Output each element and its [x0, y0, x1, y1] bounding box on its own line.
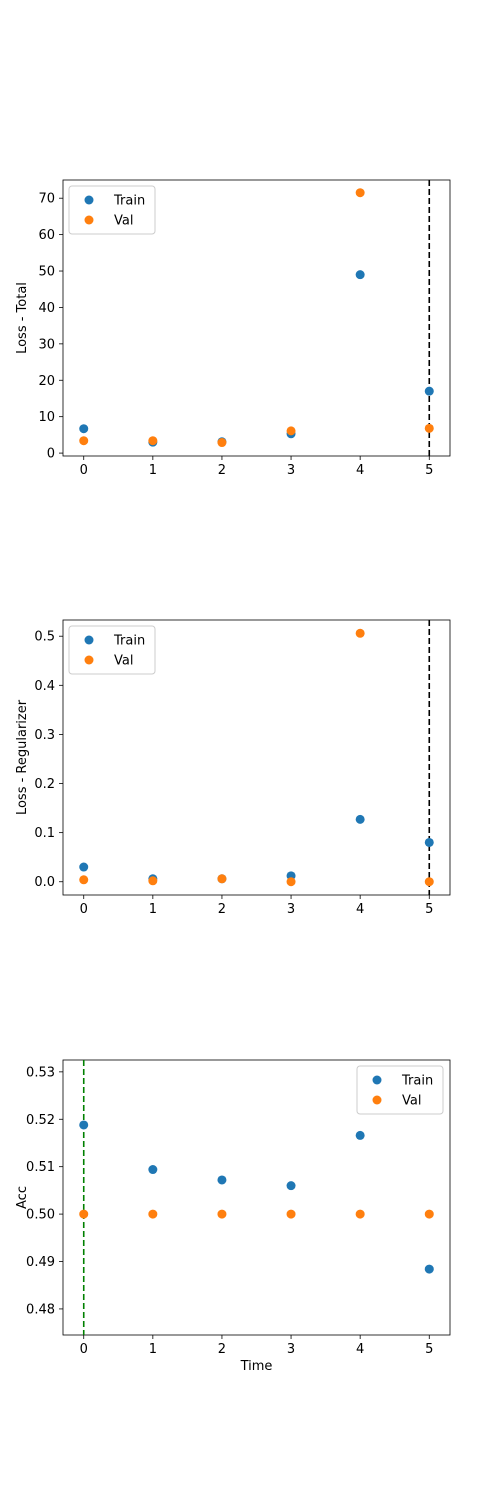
x-tick-label: 4 — [356, 902, 364, 917]
val-point — [217, 438, 227, 448]
y-tick-label: 0.50 — [26, 1208, 55, 1223]
train-point — [79, 1120, 89, 1130]
axes-frame — [62, 179, 451, 457]
x-tick-label: 4 — [356, 463, 364, 478]
train-point — [286, 1181, 296, 1191]
val-point — [424, 1209, 434, 1219]
x-tick-label: 5 — [425, 463, 433, 478]
val-point — [355, 1209, 365, 1219]
legend-label-train: Train — [113, 634, 145, 649]
val-point — [424, 423, 434, 433]
y-tick-label: 0.2 — [34, 777, 55, 792]
legend-marker-train — [372, 1075, 382, 1085]
x-tick-label: 3 — [287, 463, 295, 478]
x-tick-label: 1 — [149, 1342, 157, 1357]
y-tick-label: 0.0 — [34, 875, 55, 890]
x-tick-label: 3 — [287, 902, 295, 917]
val-point — [148, 1209, 158, 1219]
chart-panel-3: 0 1 2 3 4 5 0.48 0.49 0.50 0.51 0.52 0.53 Acc Time Tra… — [15, 1059, 451, 1374]
legend-label-val: Val — [402, 1094, 421, 1109]
legend-label-val: Val — [114, 654, 133, 669]
val-point — [355, 628, 365, 638]
y-tick-label: 50 — [38, 265, 55, 280]
y-tick-label: 0.52 — [26, 1113, 55, 1128]
x-tick-label: 5 — [425, 902, 433, 917]
y-tick-label: 10 — [38, 410, 55, 425]
y-tick-label: 0.1 — [34, 826, 55, 841]
y-tick-label: 0.49 — [26, 1255, 55, 1270]
x-tick-label: 4 — [356, 1342, 364, 1357]
y-tick-label: 0.53 — [26, 1065, 55, 1080]
train-point — [424, 386, 434, 396]
legend-label-train: Train — [401, 1074, 433, 1089]
x-tick-label: 2 — [218, 1342, 226, 1357]
legend-marker-train — [84, 195, 94, 205]
val-point — [286, 426, 296, 436]
val-point — [286, 877, 296, 887]
val-point — [79, 875, 89, 885]
y-tick-label: 40 — [38, 301, 55, 316]
y-tick-label: 0 — [47, 447, 55, 462]
train-point — [355, 270, 365, 280]
legend-label-train: Train — [113, 194, 145, 209]
x-tick-label: 1 — [149, 463, 157, 478]
legend-marker-val — [84, 215, 94, 225]
train-point — [217, 1175, 227, 1185]
train-point — [148, 1165, 158, 1175]
x-tick-label: 0 — [80, 902, 88, 917]
legend-marker-train — [84, 635, 94, 645]
val-point — [355, 188, 365, 198]
train-point — [355, 814, 365, 824]
legend: Train Val — [68, 625, 156, 675]
axes-frame — [62, 1059, 451, 1336]
legend-label-val: Val — [114, 214, 133, 229]
val-point — [217, 874, 227, 884]
val-point — [79, 436, 89, 446]
y-axis-label: Loss - Total — [15, 282, 30, 354]
y-tick-label: 0.3 — [34, 728, 55, 743]
y-tick-label: 0.4 — [34, 679, 55, 694]
x-tick-label: 5 — [425, 1342, 433, 1357]
x-tick-label: 0 — [80, 463, 88, 478]
y-tick-label: 70 — [38, 192, 55, 207]
train-point — [355, 1130, 365, 1140]
legend-marker-val — [372, 1095, 382, 1105]
y-tick-label: 0.5 — [34, 630, 55, 645]
val-point — [217, 1209, 227, 1219]
axes-frame — [62, 619, 451, 896]
val-point — [424, 877, 434, 887]
y-axis-label: Acc — [15, 1186, 30, 1209]
val-point — [148, 436, 158, 446]
y-tick-label: 60 — [38, 228, 55, 243]
x-tick-label: 2 — [218, 463, 226, 478]
y-tick-label: 0.51 — [26, 1160, 55, 1175]
train-point — [79, 862, 89, 872]
x-tick-label: 3 — [287, 1342, 295, 1357]
x-tick-label: 2 — [218, 902, 226, 917]
x-axis-label: Time — [240, 1359, 273, 1374]
y-tick-label: 30 — [38, 337, 55, 352]
train-point — [79, 424, 89, 434]
legend: Train Val — [356, 1065, 444, 1115]
x-tick-label: 0 — [80, 1342, 88, 1357]
y-tick-label: 20 — [38, 374, 55, 389]
legend: Train Val — [68, 185, 156, 235]
val-point — [148, 876, 158, 886]
y-tick-label: 0.48 — [26, 1302, 55, 1317]
y-axis-label: Loss - Regularizer — [15, 699, 30, 815]
val-point — [79, 1209, 89, 1219]
chart-panel-2: 0 1 2 3 4 5 0.0 0.1 0.2 0.3 0.4 0.5 Loss - Regulariz… — [15, 619, 451, 917]
train-point — [424, 1264, 434, 1274]
legend-marker-val — [84, 655, 94, 665]
x-tick-label: 1 — [149, 902, 157, 917]
val-point — [286, 1209, 296, 1219]
train-point — [424, 837, 434, 847]
